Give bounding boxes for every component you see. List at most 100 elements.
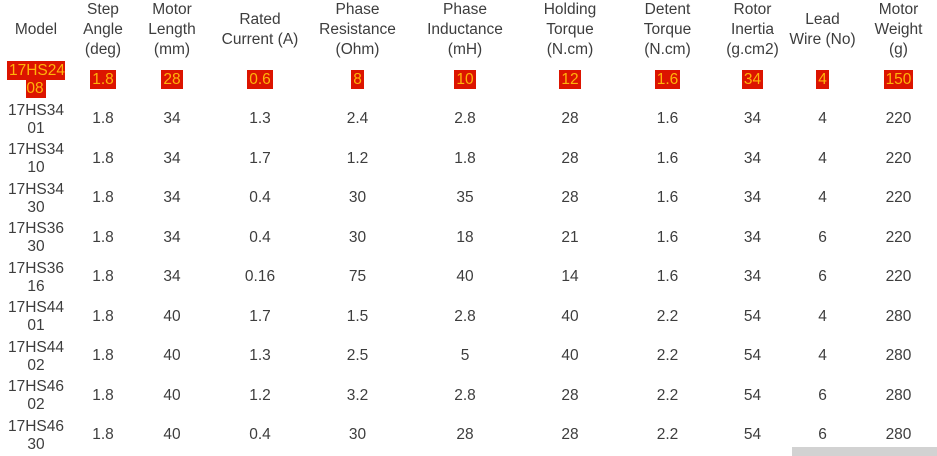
table-row: 17HS3630 1.8 34 0.4 30 18 21 1.6 34 6 220 — [0, 218, 937, 258]
cell-value: 1.8 — [92, 110, 114, 128]
cell-value: 0.16 — [244, 268, 276, 286]
cell-value: 2.8 — [454, 386, 476, 404]
cell-rotor-inertia: 34 — [720, 258, 785, 298]
cell-value: 14 — [561, 268, 579, 286]
cell-motor-weight: 220 — [860, 100, 937, 140]
table-row: 17HS4630 1.8 40 0.4 30 28 28 2.2 54 6 280 — [0, 416, 937, 456]
cell-value: 17HS2408 — [6, 61, 65, 99]
cell-value: 17HS3410 — [7, 141, 64, 177]
col-header-motor-weight: Motor Weight (g) — [874, 1, 923, 59]
horizontal-scrollbar-thumb[interactable] — [792, 447, 937, 456]
cell-holding-torque: 21 — [525, 218, 615, 258]
cell-value: 54 — [743, 426, 762, 444]
cell-rated-current: 1.7 — [210, 139, 310, 179]
cell-model: 17HS2408 — [0, 60, 72, 100]
cell-value: 6 — [818, 426, 827, 444]
cell-value: 28 — [561, 189, 579, 207]
cell-value: 4 — [818, 189, 827, 207]
cell-detent-torque: 1.6 — [615, 218, 720, 258]
cell-model: 17HS3430 — [0, 179, 72, 219]
cell-value: 28 — [456, 426, 474, 444]
cell-rotor-inertia: 54 — [720, 297, 785, 337]
cell-phase-resistance: 1.5 — [310, 297, 405, 337]
cell-motor-length: 34 — [134, 179, 210, 219]
cell-value: 0.4 — [249, 426, 271, 444]
cell-motor-weight: 280 — [860, 416, 937, 456]
cell-lead-wire: 6 — [785, 416, 860, 456]
cell-value: 34 — [741, 69, 764, 89]
cell-value: 35 — [456, 189, 474, 207]
cell-value: 34 — [743, 149, 762, 167]
table-row: 17HS4402 1.8 40 1.3 2.5 5 40 2.2 54 4 280 — [0, 337, 937, 377]
cell-value: 3.2 — [346, 386, 369, 404]
cell-value: 34 — [163, 268, 181, 286]
cell-holding-torque: 28 — [525, 376, 615, 416]
cell-value: 17HS3430 — [7, 180, 64, 216]
cell-value: 54 — [743, 307, 762, 325]
cell-value: 6 — [818, 386, 827, 404]
col-header-phase-resistance: Phase Resistance (Ohm) — [319, 1, 396, 59]
cell-step-angle: 1.8 — [72, 376, 134, 416]
cell-step-angle: 1.8 — [72, 139, 134, 179]
cell-rated-current: 0.16 — [210, 258, 310, 298]
cell-model: 17HS3410 — [0, 139, 72, 179]
cell-motor-length: 34 — [134, 218, 210, 258]
table-row: 17HS2408 1.8 28 0.6 8 10 12 1.6 34 4 150 — [0, 60, 937, 100]
cell-detent-torque: 1.6 — [615, 60, 720, 100]
cell-holding-torque: 28 — [525, 139, 615, 179]
col-header-rotor-inertia: Rotor Inertia (g.cm2) — [726, 1, 779, 59]
cell-value: 1.6 — [656, 268, 679, 286]
cell-value: 34 — [743, 110, 762, 128]
cell-value: 4 — [818, 347, 827, 365]
cell-value: 1.3 — [249, 110, 271, 128]
cell-value: 17HS3630 — [7, 220, 64, 256]
cell-motor-weight: 280 — [860, 337, 937, 377]
cell-value: 28 — [561, 149, 579, 167]
cell-value: 2.2 — [656, 426, 679, 444]
cell-rotor-inertia: 54 — [720, 376, 785, 416]
cell-value: 1.5 — [346, 307, 369, 325]
cell-motor-length: 40 — [134, 297, 210, 337]
cell-value: 280 — [885, 347, 912, 365]
cell-value: 21 — [561, 228, 579, 246]
cell-rotor-inertia: 34 — [720, 179, 785, 219]
cell-holding-torque: 12 — [525, 60, 615, 100]
cell-value: 1.8 — [92, 347, 114, 365]
table-row: 17HS3401 1.8 34 1.3 2.4 2.8 28 1.6 34 4 220 — [0, 100, 937, 140]
cell-value: 280 — [885, 426, 912, 444]
cell-value: 8 — [351, 69, 364, 89]
col-header-step-angle: Step Angle (deg) — [83, 1, 123, 59]
cell-detent-torque: 2.2 — [615, 376, 720, 416]
cell-value: 1.6 — [656, 189, 679, 207]
cell-motor-weight: 280 — [860, 297, 937, 337]
cell-holding-torque: 28 — [525, 100, 615, 140]
cell-motor-length: 34 — [134, 139, 210, 179]
cell-phase-inductance: 2.8 — [405, 100, 525, 140]
col-header-rated-current: Rated Current (A) — [221, 11, 299, 49]
cell-value: 40 — [456, 268, 474, 286]
cell-value: 17HS3401 — [7, 101, 64, 137]
cell-step-angle: 1.8 — [72, 179, 134, 219]
cell-step-angle: 1.8 — [72, 416, 134, 456]
cell-model: 17HS4630 — [0, 416, 72, 456]
cell-motor-length: 40 — [134, 416, 210, 456]
cell-value: 30 — [348, 426, 367, 444]
cell-phase-resistance: 2.4 — [310, 100, 405, 140]
cell-value: 34 — [163, 189, 181, 207]
cell-value: 40 — [163, 347, 181, 365]
cell-rotor-inertia: 34 — [720, 100, 785, 140]
cell-detent-torque: 1.6 — [615, 179, 720, 219]
cell-value: 2.8 — [454, 110, 476, 128]
cell-holding-torque: 14 — [525, 258, 615, 298]
col-header-detent-torque: Detent Torque (N.cm) — [643, 1, 692, 59]
cell-motor-weight: 220 — [860, 179, 937, 219]
table-row: 17HS4602 1.8 40 1.2 3.2 2.8 28 2.2 54 6 280 — [0, 376, 937, 416]
cell-phase-inductance: 5 — [405, 337, 525, 377]
cell-value: 1.8 — [454, 149, 476, 167]
cell-value: 2.2 — [656, 347, 679, 365]
cell-value: 1.2 — [249, 386, 271, 404]
cell-detent-torque: 2.2 — [615, 337, 720, 377]
cell-lead-wire: 4 — [785, 337, 860, 377]
cell-value: 220 — [885, 149, 912, 167]
cell-value: 1.8 — [92, 149, 114, 167]
